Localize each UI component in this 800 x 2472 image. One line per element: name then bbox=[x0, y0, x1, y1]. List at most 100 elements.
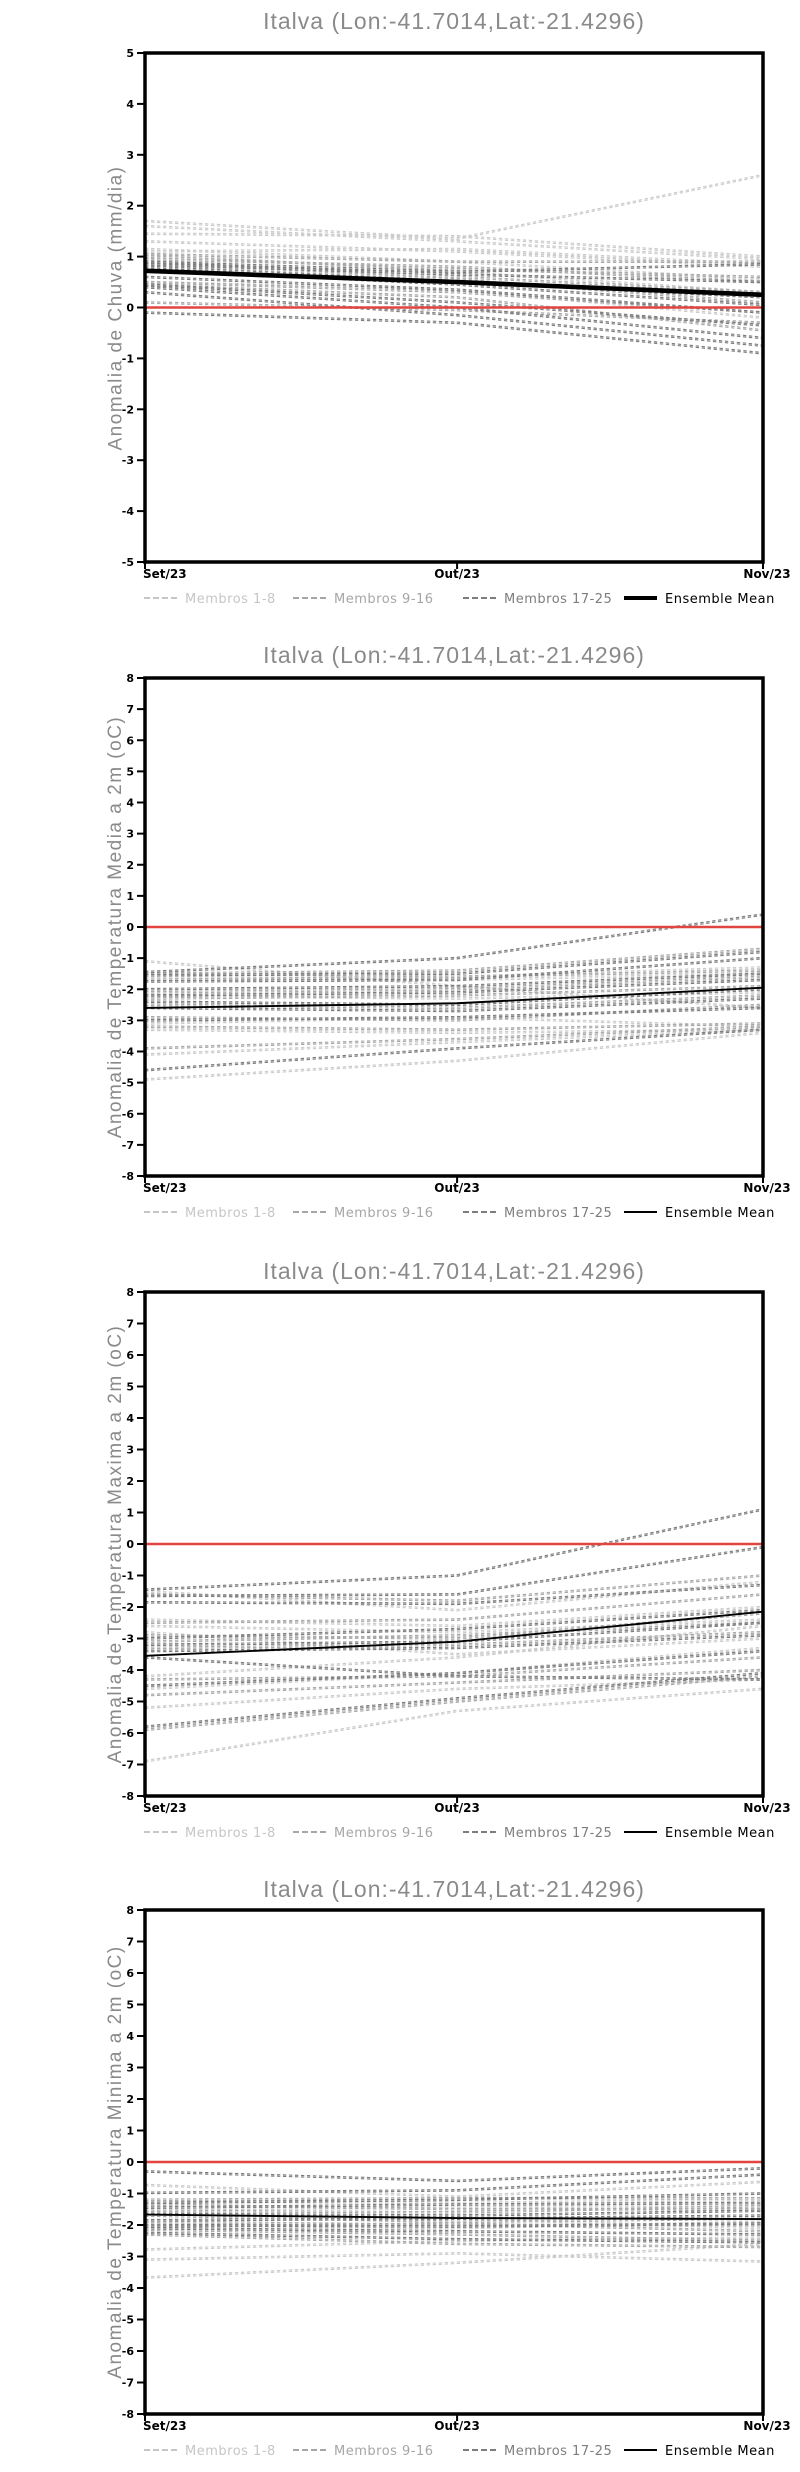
chart-title: Italva (Lon:-41.7014,Lat:-21.4296) bbox=[263, 1258, 645, 1284]
y-axis-label: Anomalia de Temperatura Minima a 2m (oC) bbox=[105, 1945, 126, 2379]
svg-text:-1: -1 bbox=[122, 952, 134, 965]
legend-item-ensemble-mean: Ensemble Mean bbox=[624, 1203, 775, 1221]
svg-text:-1: -1 bbox=[122, 1570, 134, 1583]
svg-text:-5: -5 bbox=[122, 1077, 134, 1090]
svg-text:1: 1 bbox=[126, 890, 134, 903]
dashed-line-sample-medium bbox=[293, 1831, 326, 1833]
svg-text:2: 2 bbox=[126, 1475, 134, 1488]
legend-item-membros-9-16: Membros 9-16 bbox=[293, 589, 434, 607]
svg-text:7: 7 bbox=[126, 1318, 134, 1331]
dashed-line-sample-light bbox=[144, 1211, 177, 1213]
svg-text:1: 1 bbox=[126, 251, 134, 264]
svg-text:-7: -7 bbox=[122, 2377, 134, 2390]
svg-text:5: 5 bbox=[126, 1381, 134, 1394]
svg-text:0: 0 bbox=[126, 302, 134, 315]
svg-text:-2: -2 bbox=[122, 2219, 134, 2232]
svg-text:3: 3 bbox=[126, 828, 134, 841]
svg-text:-3: -3 bbox=[122, 1633, 134, 1646]
chart-section-mean-temp-anomaly: -8 -7 -6 -5 -4 -3 -2 -1 0 1 2 3 4 5 6 7 8 Italva (Lon:-4… bbox=[0, 618, 800, 1236]
legend-item-membros-1-8: Membros 1-8 bbox=[144, 1823, 276, 1841]
x-tick-label-nov23: Nov/23 bbox=[743, 1801, 791, 1815]
dashed-line-sample-light bbox=[144, 1831, 177, 1833]
svg-text:-5: -5 bbox=[122, 556, 134, 569]
svg-text:-8: -8 bbox=[122, 2408, 134, 2421]
legend-item-membros-17-25: Membros 17-25 bbox=[463, 589, 612, 607]
legend: Membros 1-8 Membros 9-16 Membros 17-25 E… bbox=[0, 589, 800, 607]
solid-line-sample bbox=[624, 1831, 657, 1833]
svg-text:7: 7 bbox=[126, 703, 134, 716]
dashed-line-sample-dark bbox=[463, 1211, 496, 1213]
svg-text:-7: -7 bbox=[122, 1139, 134, 1152]
svg-text:7: 7 bbox=[126, 1936, 134, 1949]
svg-text:-7: -7 bbox=[122, 1759, 134, 1772]
svg-text:5: 5 bbox=[126, 765, 134, 778]
svg-text:0: 0 bbox=[126, 921, 134, 934]
legend-item-membros-1-8: Membros 1-8 bbox=[144, 589, 276, 607]
svg-text:-6: -6 bbox=[122, 1727, 135, 1740]
svg-text:4: 4 bbox=[126, 2030, 134, 2043]
x-tick-label-nov23: Nov/23 bbox=[743, 1181, 791, 1195]
dashed-line-sample-light bbox=[144, 597, 177, 599]
x-tick-label-nov23: Nov/23 bbox=[743, 2419, 791, 2433]
svg-text:-8: -8 bbox=[122, 1790, 134, 1803]
solid-line-sample bbox=[624, 2449, 657, 2451]
svg-text:1: 1 bbox=[126, 1507, 134, 1520]
x-tick-label-set23: Set/23 bbox=[143, 2419, 187, 2433]
svg-text:-5: -5 bbox=[122, 2314, 134, 2327]
svg-text:0: 0 bbox=[126, 2156, 134, 2169]
legend-item-ensemble-mean: Ensemble Mean bbox=[624, 1823, 775, 1841]
chart-title: Italva (Lon:-41.7014,Lat:-21.4296) bbox=[263, 8, 645, 34]
svg-text:3: 3 bbox=[126, 1444, 134, 1457]
y-axis-label: Anomalia de Temperatura Maxima a 2m (oC) bbox=[105, 1324, 126, 1764]
legend-item-membros-17-25: Membros 17-25 bbox=[463, 1823, 612, 1841]
dashed-line-sample-dark bbox=[463, 597, 496, 599]
plot-area: -8 -7 -6 -5 -4 -3 -2 -1 0 1 2 3 4 5 6 7 8 bbox=[122, 1904, 765, 2421]
svg-text:6: 6 bbox=[126, 734, 134, 747]
plot-area: -8 -7 -6 -5 -4 -3 -2 -1 0 1 2 3 4 5 6 7 8 bbox=[122, 1286, 765, 1803]
svg-text:-1: -1 bbox=[122, 2188, 134, 2201]
legend-item-membros-1-8: Membros 1-8 bbox=[144, 1203, 276, 1221]
svg-text:8: 8 bbox=[126, 672, 134, 685]
svg-text:6: 6 bbox=[126, 1349, 134, 1362]
svg-text:-5: -5 bbox=[122, 1696, 134, 1709]
legend-item-membros-17-25: Membros 17-25 bbox=[463, 2441, 612, 2459]
plot-area: -8 -7 -6 -5 -4 -3 -2 -1 0 1 2 3 4 5 6 7 8 bbox=[122, 672, 765, 1183]
dashed-line-sample-medium bbox=[293, 1211, 326, 1213]
x-tick-label-set23: Set/23 bbox=[143, 1181, 187, 1195]
x-tick-label-out23: Out/23 bbox=[434, 2419, 480, 2433]
solid-line-sample bbox=[624, 596, 657, 600]
y-axis-label: Anomalia de Chuva (mm/dia) bbox=[105, 164, 126, 451]
legend-item-membros-17-25: Membros 17-25 bbox=[463, 1203, 612, 1221]
svg-text:-4: -4 bbox=[122, 1046, 135, 1059]
x-tick-label-nov23: Nov/23 bbox=[743, 567, 791, 581]
legend: Membros 1-8 Membros 9-16 Membros 17-25 E… bbox=[0, 2441, 800, 2459]
dashed-line-sample-light bbox=[144, 2449, 177, 2451]
svg-text:-4: -4 bbox=[122, 1664, 135, 1677]
y-axis-label: Anomalia de Temperatura Media a 2m (oC) bbox=[105, 715, 126, 1139]
legend-item-ensemble-mean: Ensemble Mean bbox=[624, 589, 775, 607]
svg-text:6: 6 bbox=[126, 1967, 134, 1980]
svg-text:-3: -3 bbox=[122, 1014, 134, 1027]
dashed-line-sample-dark bbox=[463, 2449, 496, 2451]
svg-text:4: 4 bbox=[126, 797, 134, 810]
legend-item-membros-9-16: Membros 9-16 bbox=[293, 1203, 434, 1221]
svg-text:-2: -2 bbox=[122, 403, 134, 416]
svg-text:8: 8 bbox=[126, 1286, 134, 1299]
x-tick-label-out23: Out/23 bbox=[434, 567, 480, 581]
chart-title: Italva (Lon:-41.7014,Lat:-21.4296) bbox=[263, 1876, 645, 1902]
svg-text:-3: -3 bbox=[122, 454, 134, 467]
dashed-line-sample-medium bbox=[293, 2449, 326, 2451]
svg-text:4: 4 bbox=[126, 98, 134, 111]
legend-item-membros-1-8: Membros 1-8 bbox=[144, 2441, 276, 2459]
svg-text:-3: -3 bbox=[122, 2251, 134, 2264]
legend-item-membros-9-16: Membros 9-16 bbox=[293, 1823, 434, 1841]
svg-text:4: 4 bbox=[126, 1412, 134, 1425]
x-tick-label-set23: Set/23 bbox=[143, 567, 187, 581]
svg-text:2: 2 bbox=[126, 2093, 134, 2106]
legend: Membros 1-8 Membros 9-16 Membros 17-25 E… bbox=[0, 1823, 800, 1841]
x-tick-label-set23: Set/23 bbox=[143, 1801, 187, 1815]
svg-text:-2: -2 bbox=[122, 983, 134, 996]
svg-text:-2: -2 bbox=[122, 1601, 134, 1614]
svg-text:3: 3 bbox=[126, 149, 134, 162]
svg-text:-6: -6 bbox=[122, 2345, 135, 2358]
